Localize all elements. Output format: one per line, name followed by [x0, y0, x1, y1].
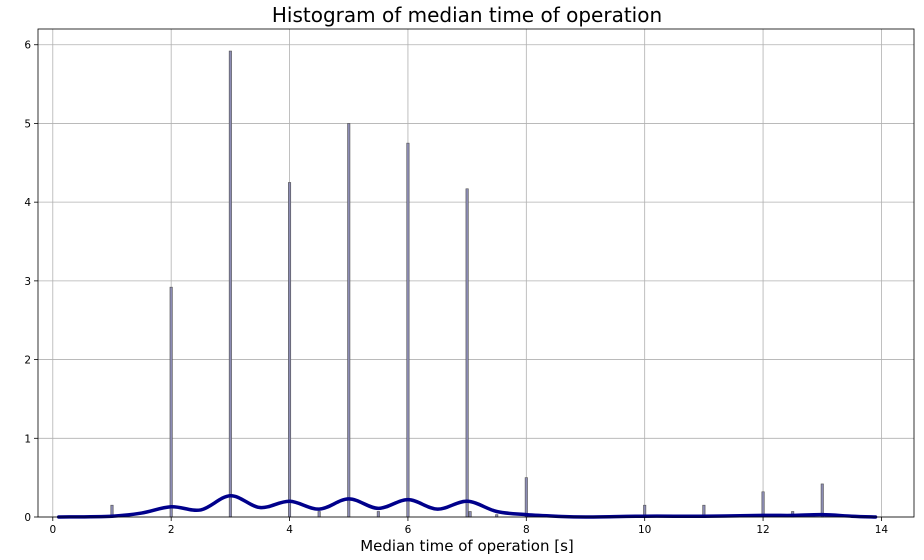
histogram-bar [761, 491, 765, 518]
x-tick-label: 6 [405, 524, 412, 536]
x-tick-label: 12 [756, 524, 769, 536]
histogram-bar [820, 483, 824, 518]
plot-frame [37, 28, 915, 518]
y-tick-label: 6 [24, 40, 31, 52]
x-tick-label: 4 [286, 524, 293, 536]
y-tick-label: 0 [24, 512, 31, 524]
plot-area [38, 29, 914, 517]
histogram-bar [288, 182, 292, 518]
x-tick-label: 14 [875, 524, 889, 536]
histogram-bar [465, 188, 469, 518]
x-tick-label: 0 [49, 524, 56, 536]
histogram-bar [317, 511, 321, 518]
y-tick-label: 1 [24, 433, 31, 445]
x-axis-label: Median time of operation [s] [360, 537, 574, 555]
x-tick-label: 2 [168, 524, 175, 536]
histogram-bar [169, 286, 173, 518]
y-tick-label: 5 [24, 118, 31, 130]
histogram-bar [228, 50, 232, 518]
y-axis-ticks: 0 1 2 3 4 5 6 [24, 40, 38, 524]
y-tick-label: 2 [24, 355, 31, 367]
histogram-bar [406, 142, 410, 518]
histogram-bar [468, 511, 472, 518]
x-tick-label: 10 [638, 524, 651, 536]
histogram-bar [347, 123, 351, 518]
x-axis-ticks: 0 2 4 6 8 10 12 14 [49, 517, 888, 536]
y-tick-label: 4 [24, 197, 31, 209]
y-tick-label: 3 [24, 276, 31, 288]
kde-curve [56, 494, 878, 519]
histogram-bar [524, 477, 528, 518]
chart-title: Histogram of median time of operation [272, 3, 662, 27]
histogram-bar [376, 511, 380, 518]
x-tick-label: 8 [523, 524, 530, 536]
